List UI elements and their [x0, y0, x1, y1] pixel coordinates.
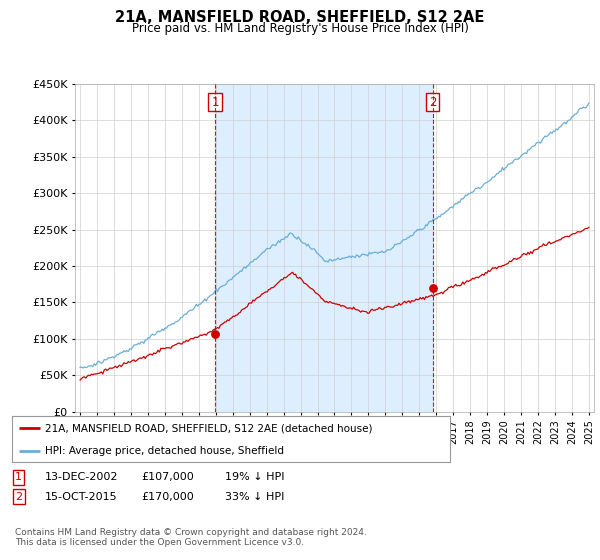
Text: 21A, MANSFIELD ROAD, SHEFFIELD, S12 2AE (detached house): 21A, MANSFIELD ROAD, SHEFFIELD, S12 2AE …	[45, 423, 373, 433]
Text: 1: 1	[211, 96, 219, 109]
Text: HPI: Average price, detached house, Sheffield: HPI: Average price, detached house, Shef…	[45, 446, 284, 455]
Text: Contains HM Land Registry data © Crown copyright and database right 2024.
This d: Contains HM Land Registry data © Crown c…	[15, 528, 367, 547]
Text: 19% ↓ HPI: 19% ↓ HPI	[225, 472, 284, 482]
Text: 1: 1	[15, 472, 22, 482]
Bar	[215, 84, 433, 412]
Text: £170,000: £170,000	[141, 492, 194, 502]
Text: 2: 2	[429, 96, 436, 109]
Text: £107,000: £107,000	[141, 472, 194, 482]
Text: 13-DEC-2002: 13-DEC-2002	[45, 472, 119, 482]
Point	[428, 283, 437, 292]
Point	[210, 329, 220, 338]
Text: 15-OCT-2015: 15-OCT-2015	[45, 492, 118, 502]
Text: Price paid vs. HM Land Registry's House Price Index (HPI): Price paid vs. HM Land Registry's House …	[131, 22, 469, 35]
Text: 2: 2	[15, 492, 22, 502]
Text: 33% ↓ HPI: 33% ↓ HPI	[225, 492, 284, 502]
Text: 21A, MANSFIELD ROAD, SHEFFIELD, S12 2AE: 21A, MANSFIELD ROAD, SHEFFIELD, S12 2AE	[115, 10, 485, 25]
